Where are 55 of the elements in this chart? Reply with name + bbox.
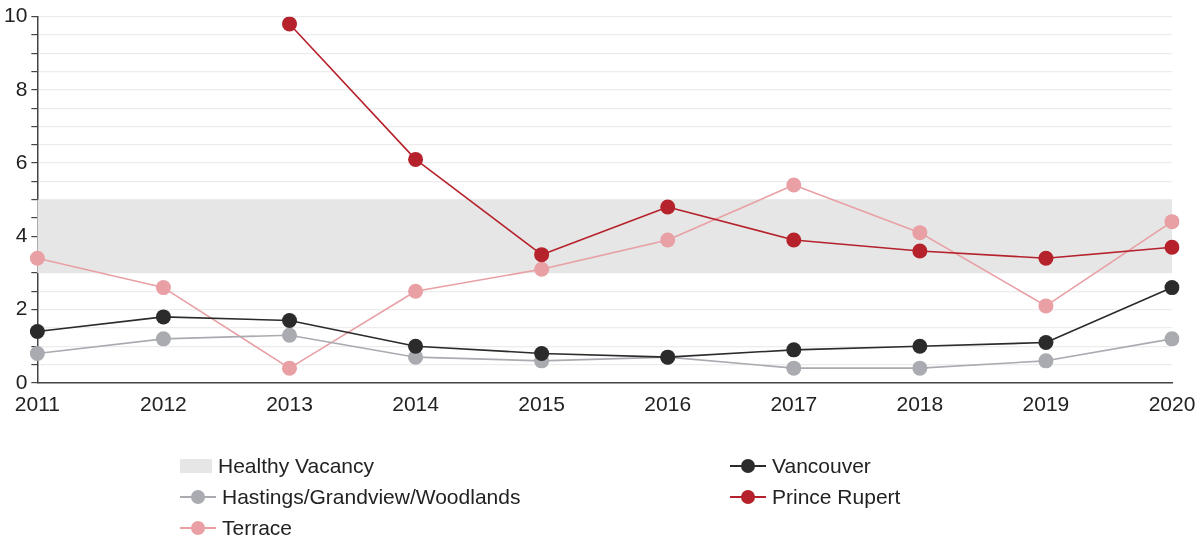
legend-label: Healthy Vacancy: [218, 453, 375, 478]
x-tick-label: 2015: [518, 392, 565, 416]
point: [408, 283, 424, 299]
point: [29, 346, 45, 361]
point: [786, 232, 802, 248]
x-tick-label: 2016: [644, 392, 692, 416]
point: [408, 338, 424, 354]
point: [912, 338, 928, 354]
point: [534, 261, 550, 277]
point: [534, 247, 550, 263]
x-tick-label: 2017: [770, 392, 818, 416]
point: [912, 360, 928, 376]
point: [1164, 280, 1180, 296]
point: [155, 309, 171, 325]
point: [1164, 331, 1180, 347]
point: [786, 360, 802, 376]
point: [408, 151, 424, 167]
y-tick-label: 2: [15, 296, 28, 320]
point: [282, 16, 297, 32]
x-tick-label: 2018: [896, 392, 944, 416]
point: [534, 346, 550, 361]
x-tick-label: 2012: [140, 392, 187, 416]
y-tick-label: 10: [4, 3, 28, 27]
point: [660, 232, 676, 248]
point: [912, 225, 928, 241]
point: [155, 280, 171, 296]
point: [1038, 298, 1054, 314]
point: [1038, 335, 1054, 351]
y-tick-label: 4: [15, 223, 28, 247]
point: [282, 313, 297, 329]
legend-label: Terrace: [222, 515, 293, 539]
x-tick-label: 2013: [266, 392, 313, 416]
point: [786, 177, 802, 193]
point: [29, 324, 45, 340]
legend-label: Prince Rupert: [772, 484, 901, 509]
point: [1038, 353, 1054, 369]
y-tick-label: 8: [15, 76, 28, 100]
y-tick-label: 0: [15, 369, 28, 393]
point: [660, 199, 676, 215]
x-tick-label: 2011: [14, 392, 60, 416]
point: [29, 250, 45, 266]
legend-label: Hastings/Grandview/Woodlands: [222, 484, 521, 509]
legend-label: Vancouver: [772, 453, 871, 478]
x-tick-label: 2020: [1148, 392, 1196, 416]
point: [1164, 214, 1180, 230]
x-tick-label: 2019: [1022, 392, 1070, 416]
point: [912, 243, 928, 259]
point: [786, 342, 802, 358]
point: [282, 360, 297, 376]
point: [155, 331, 171, 347]
x-tick-label: 2014: [392, 392, 440, 416]
y-tick-label: 6: [15, 149, 28, 173]
point: [282, 327, 297, 343]
point: [1164, 239, 1180, 255]
point: [1038, 250, 1054, 266]
